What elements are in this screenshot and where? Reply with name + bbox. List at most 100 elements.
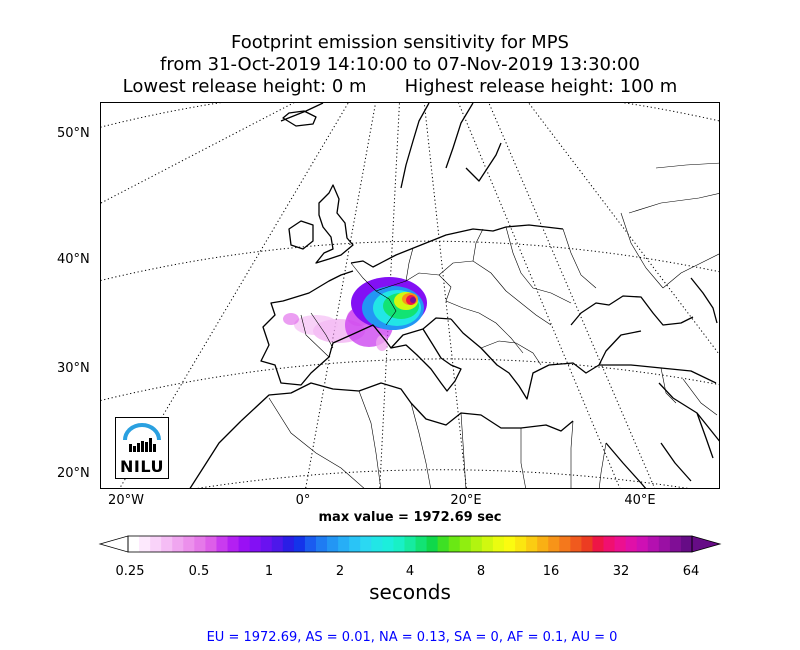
title-line-1: Footprint emission sensitivity for MPS — [231, 32, 569, 53]
colorbar-extend-high — [691, 535, 722, 553]
colorbar-cell — [415, 536, 427, 552]
colorbar-tick-0: 0.25 — [115, 564, 145, 579]
scandinavia-coast — [280, 103, 502, 189]
colorbar-tick-6: 16 — [542, 564, 560, 579]
colorbar-cell — [515, 536, 527, 552]
african-atlantic-coast — [189, 420, 242, 488]
colorbar-cell — [647, 536, 660, 552]
lon-label-20w: 20°W — [108, 493, 144, 508]
colorbar-cell — [349, 536, 361, 552]
lowest-release-height: Lowest release height: 0 m — [122, 76, 367, 97]
colorbar-cell — [559, 536, 571, 552]
colorbar-cell — [316, 536, 328, 552]
colorbar-cell — [150, 536, 162, 552]
colorbar-cell — [537, 536, 549, 552]
colorbar-cell — [669, 536, 682, 552]
colorbar-tick-8: 64 — [682, 564, 700, 579]
coastlines — [189, 103, 719, 488]
great-britain-coast — [315, 184, 354, 264]
colorbar-cell — [227, 536, 239, 552]
black-sea-coast — [570, 295, 694, 326]
colorbar-cell — [371, 536, 383, 552]
middle-east-coast — [658, 382, 719, 442]
ireland-coast — [288, 220, 314, 250]
red-sea-coast — [605, 442, 692, 488]
colorbar-cell — [382, 536, 394, 552]
colorbar-cell — [459, 536, 472, 552]
colorbar-cell — [128, 536, 140, 552]
parallel-50n — [101, 103, 719, 128]
colorbar-cell — [393, 536, 405, 552]
meridian-20e — [423, 103, 467, 488]
colorbar-tick-7: 32 — [612, 564, 630, 579]
lat-label-40n: 40°N — [57, 252, 90, 267]
parallel-30n — [101, 358, 719, 401]
colorbar-cell — [161, 536, 173, 552]
arabia-coast — [696, 412, 714, 459]
colorbar-cell — [282, 536, 295, 552]
lat-label-50n: 50°N — [57, 126, 90, 141]
colorbar-cell — [603, 536, 615, 552]
colorbar-cell — [581, 536, 593, 552]
colorbar-extend-low — [98, 535, 129, 553]
colorbar-cell — [636, 536, 649, 552]
colorbar-cell — [404, 536, 416, 552]
colorbar-cell — [625, 536, 638, 552]
colorbar-cell — [570, 536, 582, 552]
balkan-coast — [450, 318, 642, 400]
colorbar-cell — [680, 536, 693, 552]
colorbar-cell — [205, 536, 217, 552]
north-africa-coast — [240, 382, 574, 432]
colorbar-cell — [338, 536, 350, 552]
footprint-plume — [283, 277, 427, 351]
colorbar-cells — [128, 536, 693, 552]
title-line-2: from 31-Oct-2019 14:10:00 to 07-Nov-2019… — [160, 54, 640, 75]
colorbar-tick-3: 2 — [335, 564, 345, 579]
colorbar-tick-5: 8 — [476, 564, 486, 579]
colorbar-cell — [481, 536, 494, 552]
colorbar-cell — [360, 536, 372, 552]
meridian-30e — [458, 103, 621, 488]
colorbar-cell — [304, 536, 317, 552]
colorbar-cell — [249, 536, 262, 552]
colorbar-cell — [470, 536, 483, 552]
country-borders — [268, 162, 719, 488]
colorbar-cell — [548, 536, 560, 552]
meridian-20w — [101, 103, 295, 204]
lat-label-20n: 20°N — [57, 466, 90, 481]
map-canvas — [101, 103, 719, 488]
colorbar-cell — [614, 536, 627, 552]
turkey-coast — [599, 364, 717, 384]
colorbar-cell — [504, 536, 516, 552]
france-spain-coast — [260, 270, 392, 386]
colorbar-cell — [238, 536, 251, 552]
colorbar-cell — [271, 536, 284, 552]
lon-label-0: 0° — [295, 493, 311, 508]
west-europe-coast — [350, 224, 564, 268]
title-line-3: Lowest release height: 0 m Highest releas… — [0, 76, 800, 98]
map-frame: NILU — [100, 102, 720, 489]
colorbar-cell — [526, 536, 538, 552]
max-value-label: max value = 1972.69 sec — [318, 510, 502, 525]
parallel-20n — [196, 469, 689, 488]
colorbar — [98, 535, 722, 553]
colorbar-tick-2: 1 — [264, 564, 274, 579]
colorbar-cell — [327, 536, 339, 552]
colorbar-outline — [127, 535, 693, 553]
nilu-logo: NILU — [115, 417, 169, 479]
colorbar-cell — [426, 536, 439, 552]
colorbar-tick-4: 4 — [405, 564, 415, 579]
colorbar-cell — [194, 536, 206, 552]
iceland-fragment — [282, 110, 317, 127]
colorbar-cell — [139, 536, 151, 552]
italy-coast — [390, 317, 462, 392]
graticule — [101, 103, 719, 488]
lat-label-30n: 30°N — [57, 361, 90, 376]
colorbar-cell — [592, 536, 604, 552]
colorbar-cell — [293, 536, 306, 552]
colorbar-label: seconds — [369, 580, 451, 604]
colorbar-cell — [448, 536, 461, 552]
colorbar-cell — [658, 536, 671, 552]
colorbar-cell — [492, 536, 505, 552]
nilu-logo-text: NILU — [120, 457, 164, 476]
